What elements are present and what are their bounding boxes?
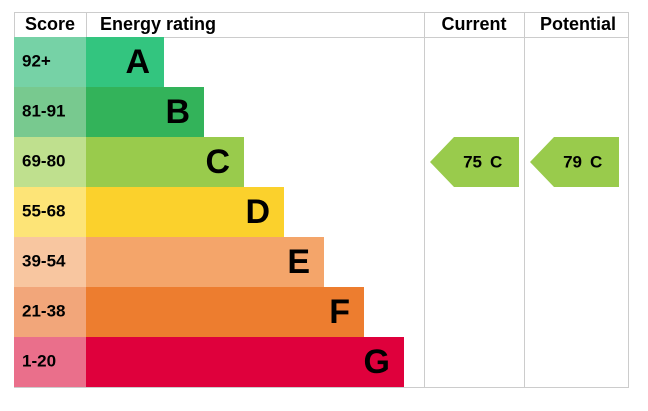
- rating-bar: [86, 237, 324, 287]
- rating-letter: B: [165, 93, 190, 131]
- rating-bar: [86, 337, 404, 387]
- score-cell: [14, 287, 86, 337]
- rating-letter: G: [364, 343, 390, 381]
- header: Current: [441, 14, 506, 34]
- rating-letter: C: [205, 143, 230, 181]
- score-range: 81-91: [22, 101, 65, 120]
- score-cell: [14, 187, 86, 237]
- score-range: 39-54: [22, 251, 66, 270]
- score-range: 55-68: [22, 201, 65, 220]
- rating-bar: [86, 187, 284, 237]
- rating-bar: [86, 87, 204, 137]
- rating-bar: [86, 287, 364, 337]
- rating-letter: A: [125, 43, 150, 81]
- rating-letter: F: [329, 293, 350, 331]
- rating-bar: [86, 137, 244, 187]
- header: Energy rating: [100, 14, 216, 34]
- header: Potential: [540, 14, 616, 34]
- arrow-letter: C: [590, 152, 602, 171]
- score-range: 1-20: [22, 351, 56, 370]
- score-cell: [14, 237, 86, 287]
- rating-letter: D: [245, 193, 270, 231]
- rating-arrow: [430, 137, 519, 187]
- score-range: 92+: [22, 51, 51, 70]
- rating-letter: E: [287, 243, 310, 281]
- rating-arrow: [530, 137, 619, 187]
- score-range: 69-80: [22, 151, 65, 170]
- rating-bar: [86, 37, 164, 87]
- score-cell: [14, 137, 86, 187]
- arrow-letter: C: [490, 152, 502, 171]
- header: Score: [25, 14, 75, 34]
- score-cell: [14, 337, 86, 387]
- arrow-score: 79: [563, 152, 582, 171]
- score-cell: [14, 87, 86, 137]
- score-cell: [14, 37, 86, 87]
- arrow-score: 75: [463, 152, 482, 171]
- score-range: 21-38: [22, 301, 65, 320]
